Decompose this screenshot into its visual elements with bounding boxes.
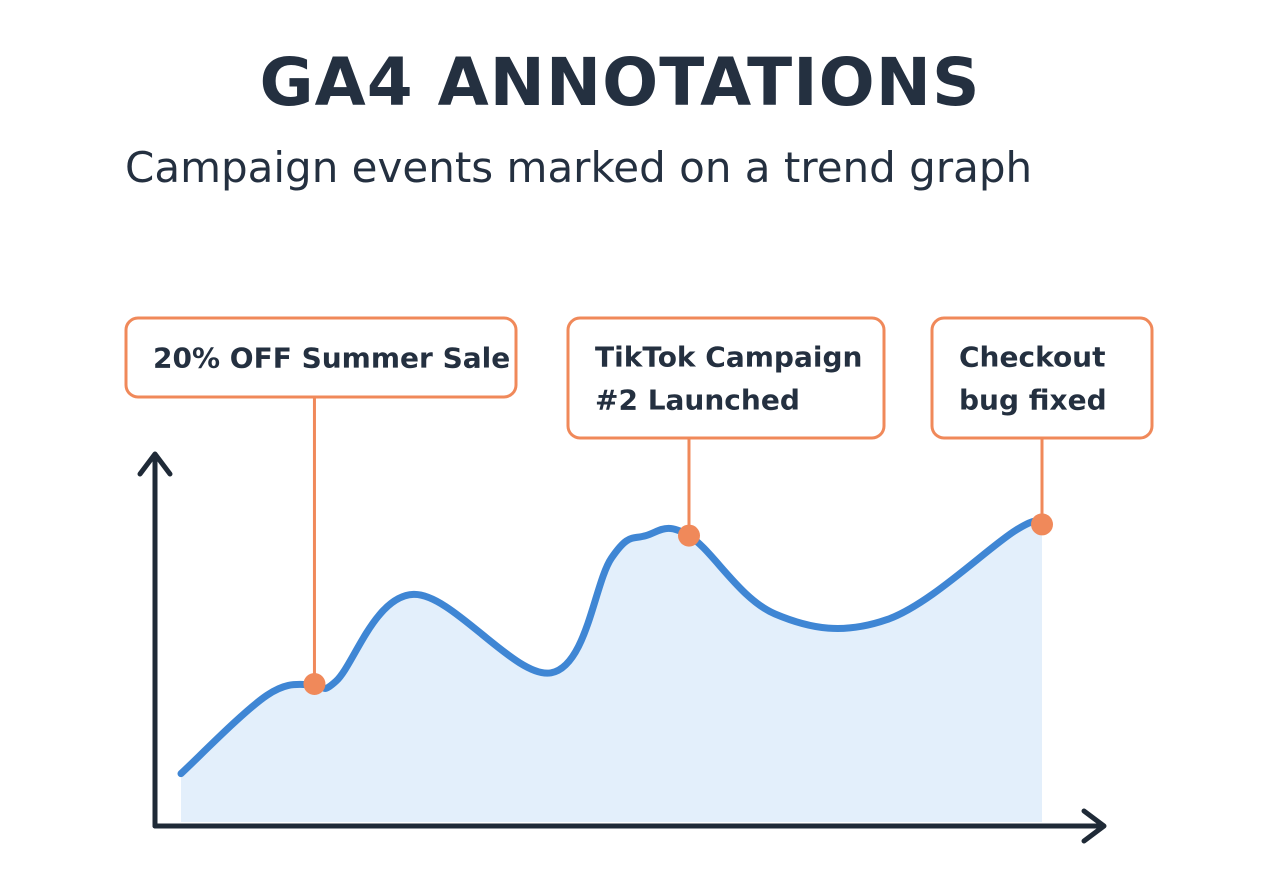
trend-area-fill [181, 520, 1042, 822]
y-axis-arrow [137, 451, 173, 477]
annotation-label: #2 Launched [595, 384, 800, 417]
annotation-box [566, 316, 886, 440]
annotation-marker [1031, 513, 1053, 536]
annotation-2: TikTok Campaign #2 Launched [566, 316, 886, 547]
page-title: GA4 ANNOTATIONS [259, 44, 981, 121]
annotation-box [124, 316, 518, 399]
annotation-3: Checkout bug fixed [930, 316, 1154, 536]
annotation-1: 20% OFF Summer Sale [124, 316, 518, 695]
annotation-label: 20% OFF Summer Sale [153, 342, 510, 375]
page-subtitle: Campaign events marked on a trend graph [125, 143, 1033, 192]
annotation-marker [677, 524, 700, 547]
annotation-label: bug fixed [959, 384, 1107, 417]
annotation-label: Checkout [959, 341, 1106, 374]
annotation-label: TikTok Campaign [595, 341, 862, 374]
annotation-box [930, 316, 1154, 440]
annotation-marker [303, 673, 326, 695]
x-axis-arrow [1081, 808, 1107, 844]
